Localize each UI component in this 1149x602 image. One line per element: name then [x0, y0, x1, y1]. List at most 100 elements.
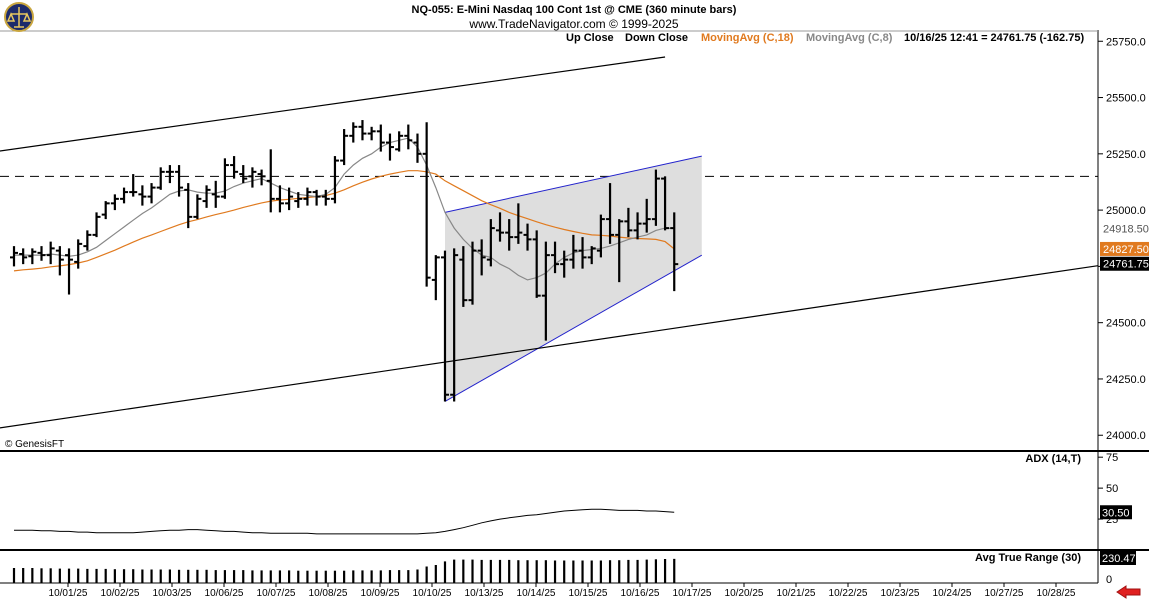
- ma8-value-box: 24918.50: [1100, 221, 1149, 236]
- atr-value-box: 230.47: [1100, 551, 1136, 565]
- ohlc-bar: [642, 198, 651, 233]
- ohlc-bar: [587, 246, 596, 265]
- ohlc-bar: [514, 203, 523, 244]
- ohlc-bar: [651, 169, 660, 226]
- legend-last-value: 10/16/25 12:41 = 24761.75 (-162.75): [904, 32, 1084, 44]
- x-tick-label: 10/02/25: [101, 588, 140, 599]
- ohlc-bar: [28, 248, 37, 265]
- ohlc-bar: [202, 185, 211, 208]
- ohlc-bar: [340, 129, 349, 166]
- adx-tick-label: 50: [1106, 483, 1118, 495]
- adx-tick-label: 75: [1106, 452, 1118, 464]
- ohlc-bar: [120, 187, 129, 204]
- ohlc-bar: [450, 248, 459, 402]
- ohlc-bar: [468, 241, 477, 305]
- scroll-right-arrow-icon[interactable]: [1116, 585, 1141, 599]
- ohlc-bar: [395, 131, 404, 152]
- chart-subtitle: www.TradeNavigator.com © 1999-2025: [468, 17, 678, 31]
- x-tick-label: 10/27/25: [985, 588, 1024, 599]
- ohlc-bar: [46, 241, 55, 265]
- trend-upper-line: [0, 56, 666, 152]
- adx-value-box-bg: [1100, 505, 1132, 520]
- ohlc-bar: [349, 122, 358, 143]
- ohlc-bar: [92, 212, 101, 238]
- ma18-value-box-bg: [1100, 241, 1149, 256]
- legend-ma8: MovingAvg (C,8): [806, 32, 893, 44]
- ma8-value-box-label: 24918.50: [1103, 223, 1149, 235]
- ohlc-bar: [596, 214, 605, 258]
- ohlc-bar: [569, 234, 578, 269]
- ohlc-bar: [312, 189, 321, 206]
- y-tick-label: 24250.0: [1106, 374, 1146, 386]
- ohlc-bar: [376, 124, 385, 152]
- ohlc-bar: [19, 248, 28, 265]
- adx-value-box-label: 30.50: [1102, 507, 1130, 519]
- ohlc-bar: [330, 156, 339, 204]
- ohlc-bar: [65, 248, 74, 295]
- ohlc-bar: [211, 180, 220, 208]
- ohlc-bar: [661, 176, 670, 231]
- ma18-value-box-label: 24827.50: [1103, 244, 1149, 256]
- ohlc-bar: [404, 124, 413, 150]
- ohlc-bar: [367, 126, 376, 141]
- legend-down-close: Down Close: [625, 32, 688, 44]
- ohlc-bar: [606, 183, 615, 244]
- ohlc-bar: [285, 187, 294, 211]
- x-tick-label: 10/22/25: [829, 588, 868, 599]
- x-tick-label: 10/07/25: [257, 588, 296, 599]
- adx-layer: [14, 508, 675, 535]
- legend-ma18: MovingAvg (C,18): [701, 32, 794, 44]
- adx-panel: [0, 451, 1098, 550]
- ohlc-bar: [175, 165, 184, 197]
- atr-zero-label: 0: [1106, 574, 1112, 586]
- ma8-value-box-bg: [1100, 221, 1149, 236]
- ohlc-bar: [477, 239, 486, 276]
- ohlc-bar: [541, 241, 550, 341]
- y-tick-label: 24500.0: [1106, 318, 1146, 330]
- price-layer: [0, 56, 1099, 429]
- x-tick-label: 10/09/25: [361, 588, 400, 599]
- ohlc-bar: [248, 167, 257, 188]
- ohlc-bar: [83, 230, 92, 251]
- ohlc-bar: [10, 246, 18, 267]
- copyright-label: © GenesisFT: [5, 439, 64, 450]
- chart-title: NQ-055: E-Mini Nasdaq 100 Cont 1st @ CME…: [412, 4, 737, 16]
- legend-up-close: Up Close: [566, 32, 614, 44]
- ohlc-bar: [257, 169, 266, 186]
- ohlc-bar: [321, 189, 330, 206]
- axis-layer: 24000.024250.024500.024750.025000.025250…: [49, 36, 1149, 599]
- trade-navigator-logo-icon: [4, 2, 34, 32]
- x-tick-label: 10/16/25: [621, 588, 660, 599]
- ohlc-bar: [385, 133, 394, 161]
- x-tick-label: 10/06/25: [205, 588, 244, 599]
- x-tick-label: 10/13/25: [465, 588, 504, 599]
- x-tick-label: 10/28/25: [1037, 588, 1076, 599]
- ohlc-bar: [431, 255, 440, 301]
- ohlc-bar: [496, 212, 505, 242]
- ohlc-bar: [422, 122, 431, 287]
- atr-panel: [0, 550, 1098, 583]
- x-tick-label: 10/20/25: [725, 588, 764, 599]
- ohlc-bar: [184, 183, 193, 229]
- price-value-box-label: 24761.75: [1103, 259, 1149, 271]
- ohlc-bar: [413, 133, 422, 163]
- x-tick-label: 10/23/25: [881, 588, 920, 599]
- channel-lower-line: [444, 254, 702, 402]
- atr-value-box-label: 230.47: [1102, 553, 1136, 565]
- x-tick-label: 10/10/25: [413, 588, 452, 599]
- adx-line: [14, 508, 675, 535]
- ohlc-bar: [624, 207, 633, 238]
- ohlc-bar: [220, 158, 229, 199]
- ohlc-bar: [523, 223, 532, 251]
- y-tick-label: 25500.0: [1106, 93, 1146, 105]
- ma18-line: [13, 170, 675, 272]
- ohlc-bar: [275, 185, 284, 213]
- ohlc-bar: [532, 230, 541, 298]
- ohlc-bar: [578, 237, 587, 269]
- ohlc-bar: [459, 246, 468, 307]
- ohlc-bar: [55, 246, 64, 276]
- trend-lower-line: [0, 265, 1099, 429]
- price-value-box: 24761.75: [1100, 256, 1149, 271]
- atr-title: Avg True Range (30): [975, 552, 1081, 564]
